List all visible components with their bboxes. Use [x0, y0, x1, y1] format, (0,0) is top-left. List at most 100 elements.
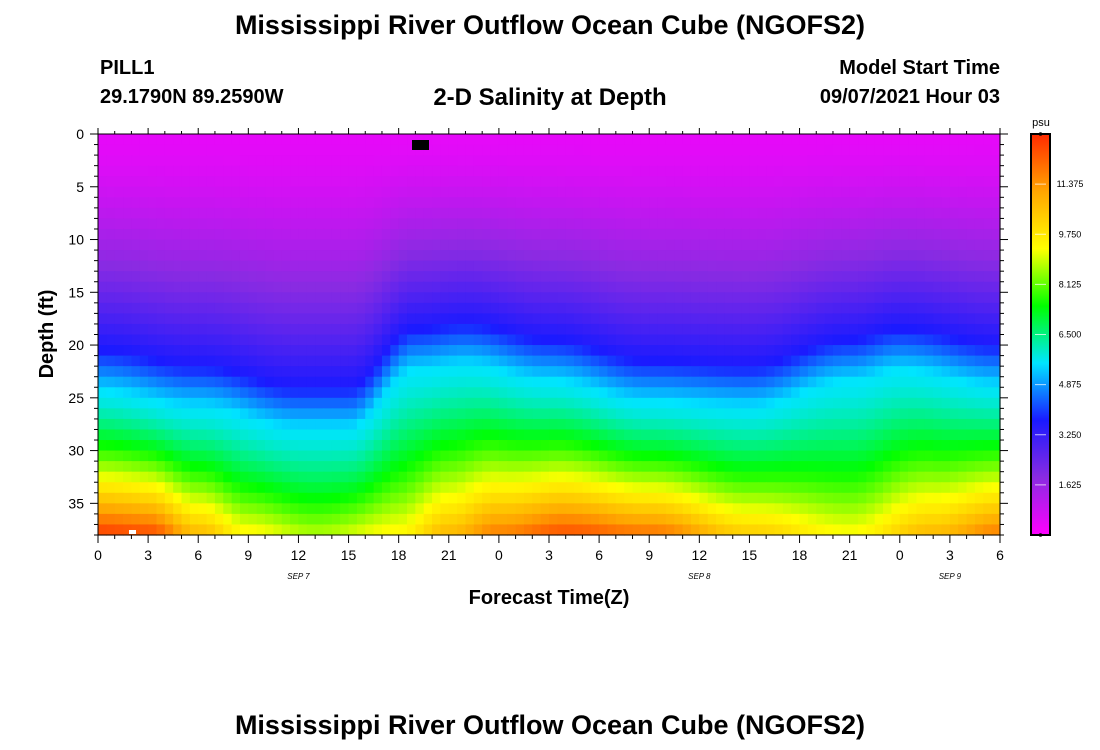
heatmap-cell — [123, 376, 133, 388]
heatmap-cell — [774, 260, 784, 272]
heatmap-cell — [306, 186, 316, 198]
heatmap-cell — [440, 355, 450, 367]
heatmap-cell — [490, 355, 500, 367]
heatmap-cell — [448, 239, 458, 251]
heatmap-cell — [206, 239, 216, 251]
heatmap-cell — [966, 176, 976, 188]
heatmap-cell — [331, 492, 341, 504]
heatmap-cell — [858, 207, 867, 220]
heatmap-cell — [732, 186, 742, 198]
heatmap-cell — [732, 482, 742, 494]
heatmap-cell — [674, 260, 684, 272]
heatmap-cell — [849, 260, 859, 272]
x-tick-label: 9 — [645, 547, 653, 563]
heatmap-cell — [665, 207, 675, 220]
heatmap-cell — [173, 461, 183, 473]
heatmap-cell — [933, 260, 943, 272]
heatmap-cell — [983, 492, 993, 504]
heatmap-cell — [139, 471, 149, 483]
heatmap-cell — [123, 260, 133, 272]
heatmap-cell — [649, 366, 659, 378]
heatmap-cell — [632, 450, 642, 462]
heatmap-cell — [523, 387, 533, 399]
heatmap-cell — [290, 271, 300, 283]
heatmap-cell — [331, 302, 341, 314]
heatmap-cell — [306, 387, 316, 399]
heatmap-cell — [615, 492, 625, 504]
heatmap-cell — [974, 281, 984, 293]
heatmap-cell — [949, 334, 959, 346]
heatmap-cell — [991, 239, 1001, 251]
heatmap-cell — [724, 239, 734, 251]
heatmap-cell — [306, 503, 316, 515]
heatmap-cell — [381, 334, 391, 346]
heatmap-cell — [774, 366, 784, 378]
heatmap-cell — [465, 376, 475, 388]
heatmap-cell — [849, 345, 859, 357]
heatmap-cell — [699, 218, 709, 230]
heatmap-cell — [265, 281, 274, 293]
heatmap-cell — [599, 492, 609, 504]
heatmap-cell — [239, 492, 249, 504]
heatmap-cell — [607, 366, 617, 378]
heatmap-cell — [832, 313, 842, 325]
heatmap-cell — [532, 292, 542, 304]
heatmap-cell — [540, 461, 550, 473]
heatmap-cell — [716, 292, 725, 304]
heatmap-cell — [832, 513, 842, 526]
heatmap-cell — [782, 281, 792, 293]
heatmap-cell — [732, 271, 742, 283]
heatmap-cell — [156, 461, 166, 473]
heatmap-cell — [365, 503, 375, 515]
heatmap-cell — [933, 450, 943, 462]
heatmap-cell — [741, 323, 751, 336]
heatmap-cell — [407, 302, 416, 314]
heatmap-cell — [891, 450, 901, 462]
heatmap-cell — [123, 503, 133, 515]
heatmap-cell — [98, 524, 107, 536]
heatmap-cell — [874, 387, 884, 399]
heatmap-cell — [131, 513, 141, 526]
heatmap-cell — [741, 281, 751, 293]
heatmap-cell — [741, 397, 751, 409]
heatmap-cell — [699, 524, 709, 536]
heatmap-cell — [415, 482, 425, 494]
heatmap-cell — [891, 302, 901, 314]
heatmap-cell — [139, 155, 149, 167]
heatmap-cell — [164, 345, 174, 357]
heatmap-cell — [407, 228, 416, 241]
heatmap-cell — [298, 429, 308, 441]
heatmap-cell — [498, 482, 508, 494]
heatmap-cell — [256, 513, 266, 526]
heatmap-cell — [423, 376, 433, 388]
heatmap-cell — [866, 323, 876, 336]
heatmap-cell — [390, 186, 400, 198]
heatmap-cell — [716, 186, 725, 198]
heatmap-cell — [223, 165, 233, 177]
heatmap-cell — [824, 165, 834, 177]
heatmap-cell — [782, 302, 792, 314]
heatmap-cell — [782, 471, 792, 483]
heatmap-cell — [365, 281, 375, 293]
heatmap-cell — [131, 197, 141, 209]
heatmap-cell — [373, 366, 383, 378]
heatmap-cell — [457, 418, 467, 431]
heatmap-cell — [231, 176, 241, 188]
heatmap-cell — [874, 482, 884, 494]
heatmap-cell — [599, 218, 609, 230]
heatmap-cell — [799, 461, 809, 473]
heatmap-cell — [582, 313, 592, 325]
heatmap-cell — [782, 355, 792, 367]
heatmap-cell — [415, 334, 425, 346]
heatmap-cell — [173, 450, 183, 462]
heatmap-cell — [741, 239, 751, 251]
heatmap-cell — [799, 134, 809, 146]
heatmap-cell — [883, 397, 893, 409]
heatmap-cell — [766, 228, 776, 241]
heatmap-cell — [131, 461, 141, 473]
heatmap-cell — [482, 334, 492, 346]
heatmap-cell — [298, 302, 308, 314]
heatmap-cell — [757, 418, 767, 431]
heatmap-cell — [390, 450, 400, 462]
heatmap-cell — [749, 302, 759, 314]
